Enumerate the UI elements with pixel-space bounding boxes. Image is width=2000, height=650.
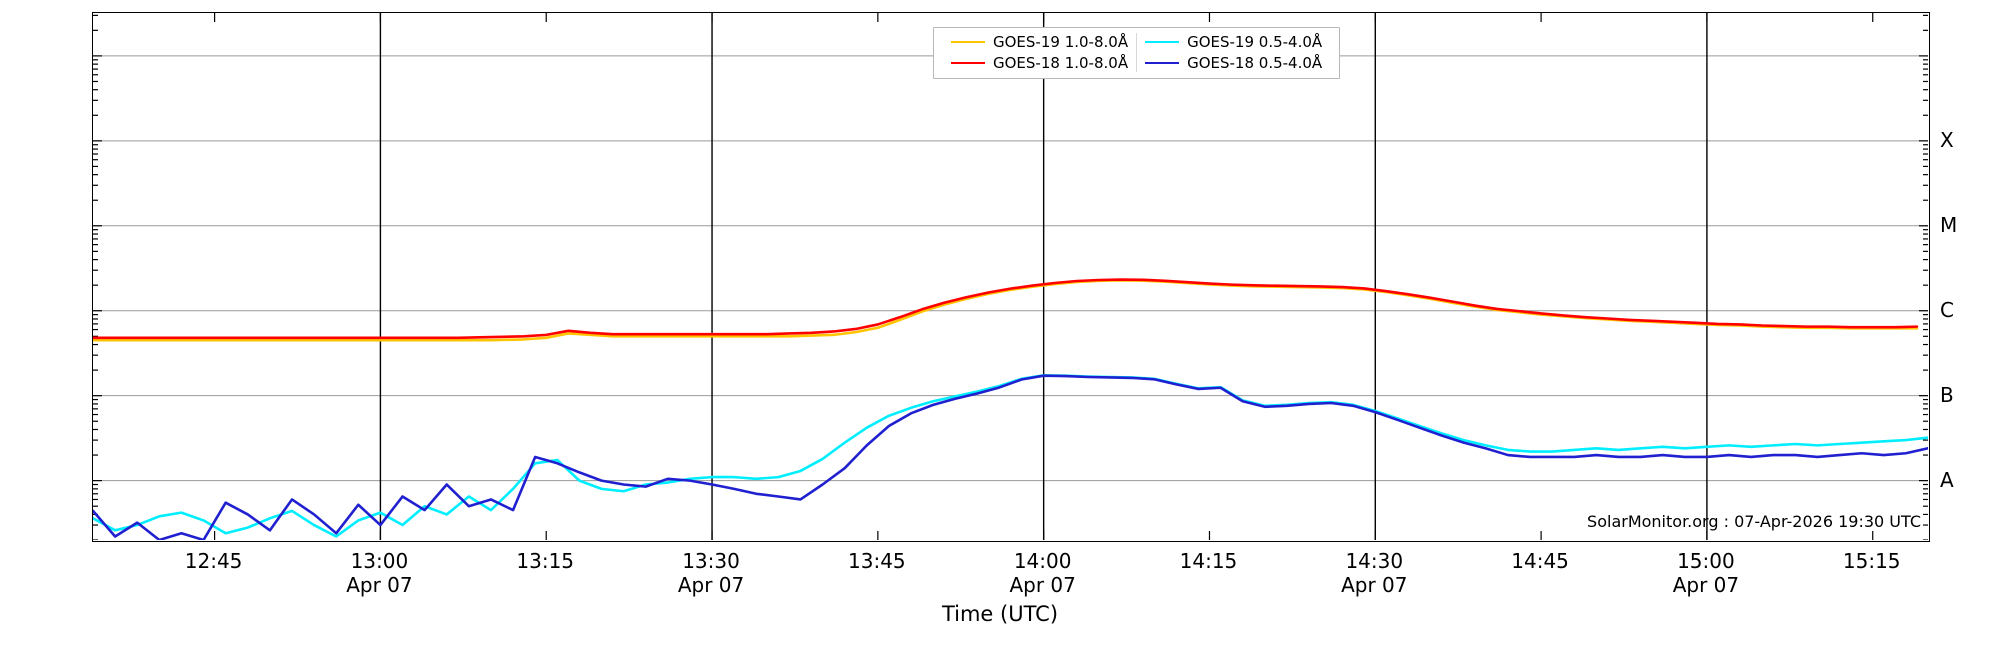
legend-color-swatch — [1145, 41, 1180, 43]
legend-item-label: GOES-19 1.0-8.0Å — [993, 33, 1129, 51]
legend-item[interactable]: GOES-18 0.5-4.0Å — [1145, 54, 1322, 72]
goes-class-label-c: C — [1940, 297, 1954, 322]
x-tick-label: 13:15 — [516, 549, 575, 573]
plot-svg — [93, 13, 1928, 540]
legend-color-swatch — [951, 62, 985, 64]
plot-area: GOES-19 1.0-8.0Å GOES-18 1.0-8.0Å GOES-19 … — [92, 12, 1930, 542]
legend-column-2: GOES-19 0.5-4.0Å GOES-18 0.5-4.0Å — [1136, 33, 1330, 72]
legend-item-label: GOES-19 0.5-4.0Å — [1187, 33, 1323, 51]
series-line — [93, 278, 1919, 340]
legend-item[interactable]: GOES-19 0.5-4.0Å — [1145, 33, 1322, 51]
legend-item-label: GOES-18 1.0-8.0Å — [993, 54, 1129, 72]
x-tick-label: 13:30 Apr 07 — [677, 549, 745, 597]
series-line — [93, 374, 1928, 540]
legend-color-swatch — [1145, 62, 1180, 64]
x-tick-label: 14:45 — [1511, 549, 1569, 573]
legend-item[interactable]: GOES-18 1.0-8.0Å — [951, 54, 1128, 72]
watermark-text: SolarMonitor.org : 07-Apr-2026 19:30 UTC — [1587, 512, 1921, 531]
x-tick-label: 15:00 Apr 07 — [1672, 549, 1740, 597]
x-tick-label: 15:15 — [1842, 549, 1901, 573]
goes-class-label-m: M — [1940, 212, 1958, 237]
x-axis-title: Time (UTC) — [941, 602, 1059, 626]
legend-column-1: GOES-19 1.0-8.0Å GOES-18 1.0-8.0Å — [943, 33, 1136, 72]
goes-class-label-b: B — [1940, 382, 1954, 407]
x-tick-label: 14:15 — [1179, 549, 1238, 573]
legend[interactable]: GOES-19 1.0-8.0Å GOES-18 1.0-8.0Å GOES-19 … — [933, 27, 1341, 79]
legend-item-label: GOES-18 0.5-4.0Å — [1187, 54, 1323, 72]
x-tick-label: 14:30 Apr 07 — [1341, 549, 1408, 597]
legend-item[interactable]: GOES-19 1.0-8.0Å — [951, 33, 1128, 51]
x-tick-label: 13:00 Apr 07 — [346, 549, 413, 597]
goes-class-label-x: X — [1940, 127, 1954, 152]
goes-class-label-a: A — [1940, 467, 1954, 492]
x-tick-label: 14:00 Apr 07 — [1009, 549, 1076, 597]
x-tick-label: 13:45 — [848, 549, 906, 573]
x-tick-label: 12:45 — [184, 549, 243, 573]
legend-color-swatch — [951, 41, 985, 43]
